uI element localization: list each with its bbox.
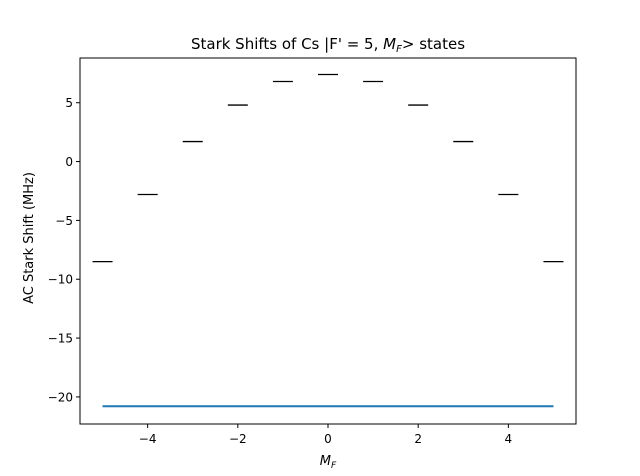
plot-area: [92, 73, 564, 408]
y-tick-label: −10: [48, 273, 73, 287]
x-tick-label: 4: [505, 432, 513, 446]
x-tick-label: 0: [324, 432, 332, 446]
y-axis-label: AC Stark Shift (MHz): [22, 172, 37, 304]
y-tick-label: −20: [48, 390, 73, 404]
x-axis-label: MF: [320, 454, 337, 471]
axes: −4 −2 0 2 450−5−10−15−20: [48, 57, 577, 446]
y-tick-label: −15: [48, 332, 73, 346]
x-tick-label: 2: [414, 432, 422, 446]
y-tick-label: 0: [65, 155, 73, 169]
x-tick-label: −4: [139, 432, 157, 446]
y-tick-label: −5: [55, 214, 73, 228]
y-tick-label: 5: [65, 96, 73, 110]
x-tick-label: −2: [229, 432, 247, 446]
chart-title: Stark Shifts of Cs |F' = 5, MF> states: [191, 35, 465, 55]
